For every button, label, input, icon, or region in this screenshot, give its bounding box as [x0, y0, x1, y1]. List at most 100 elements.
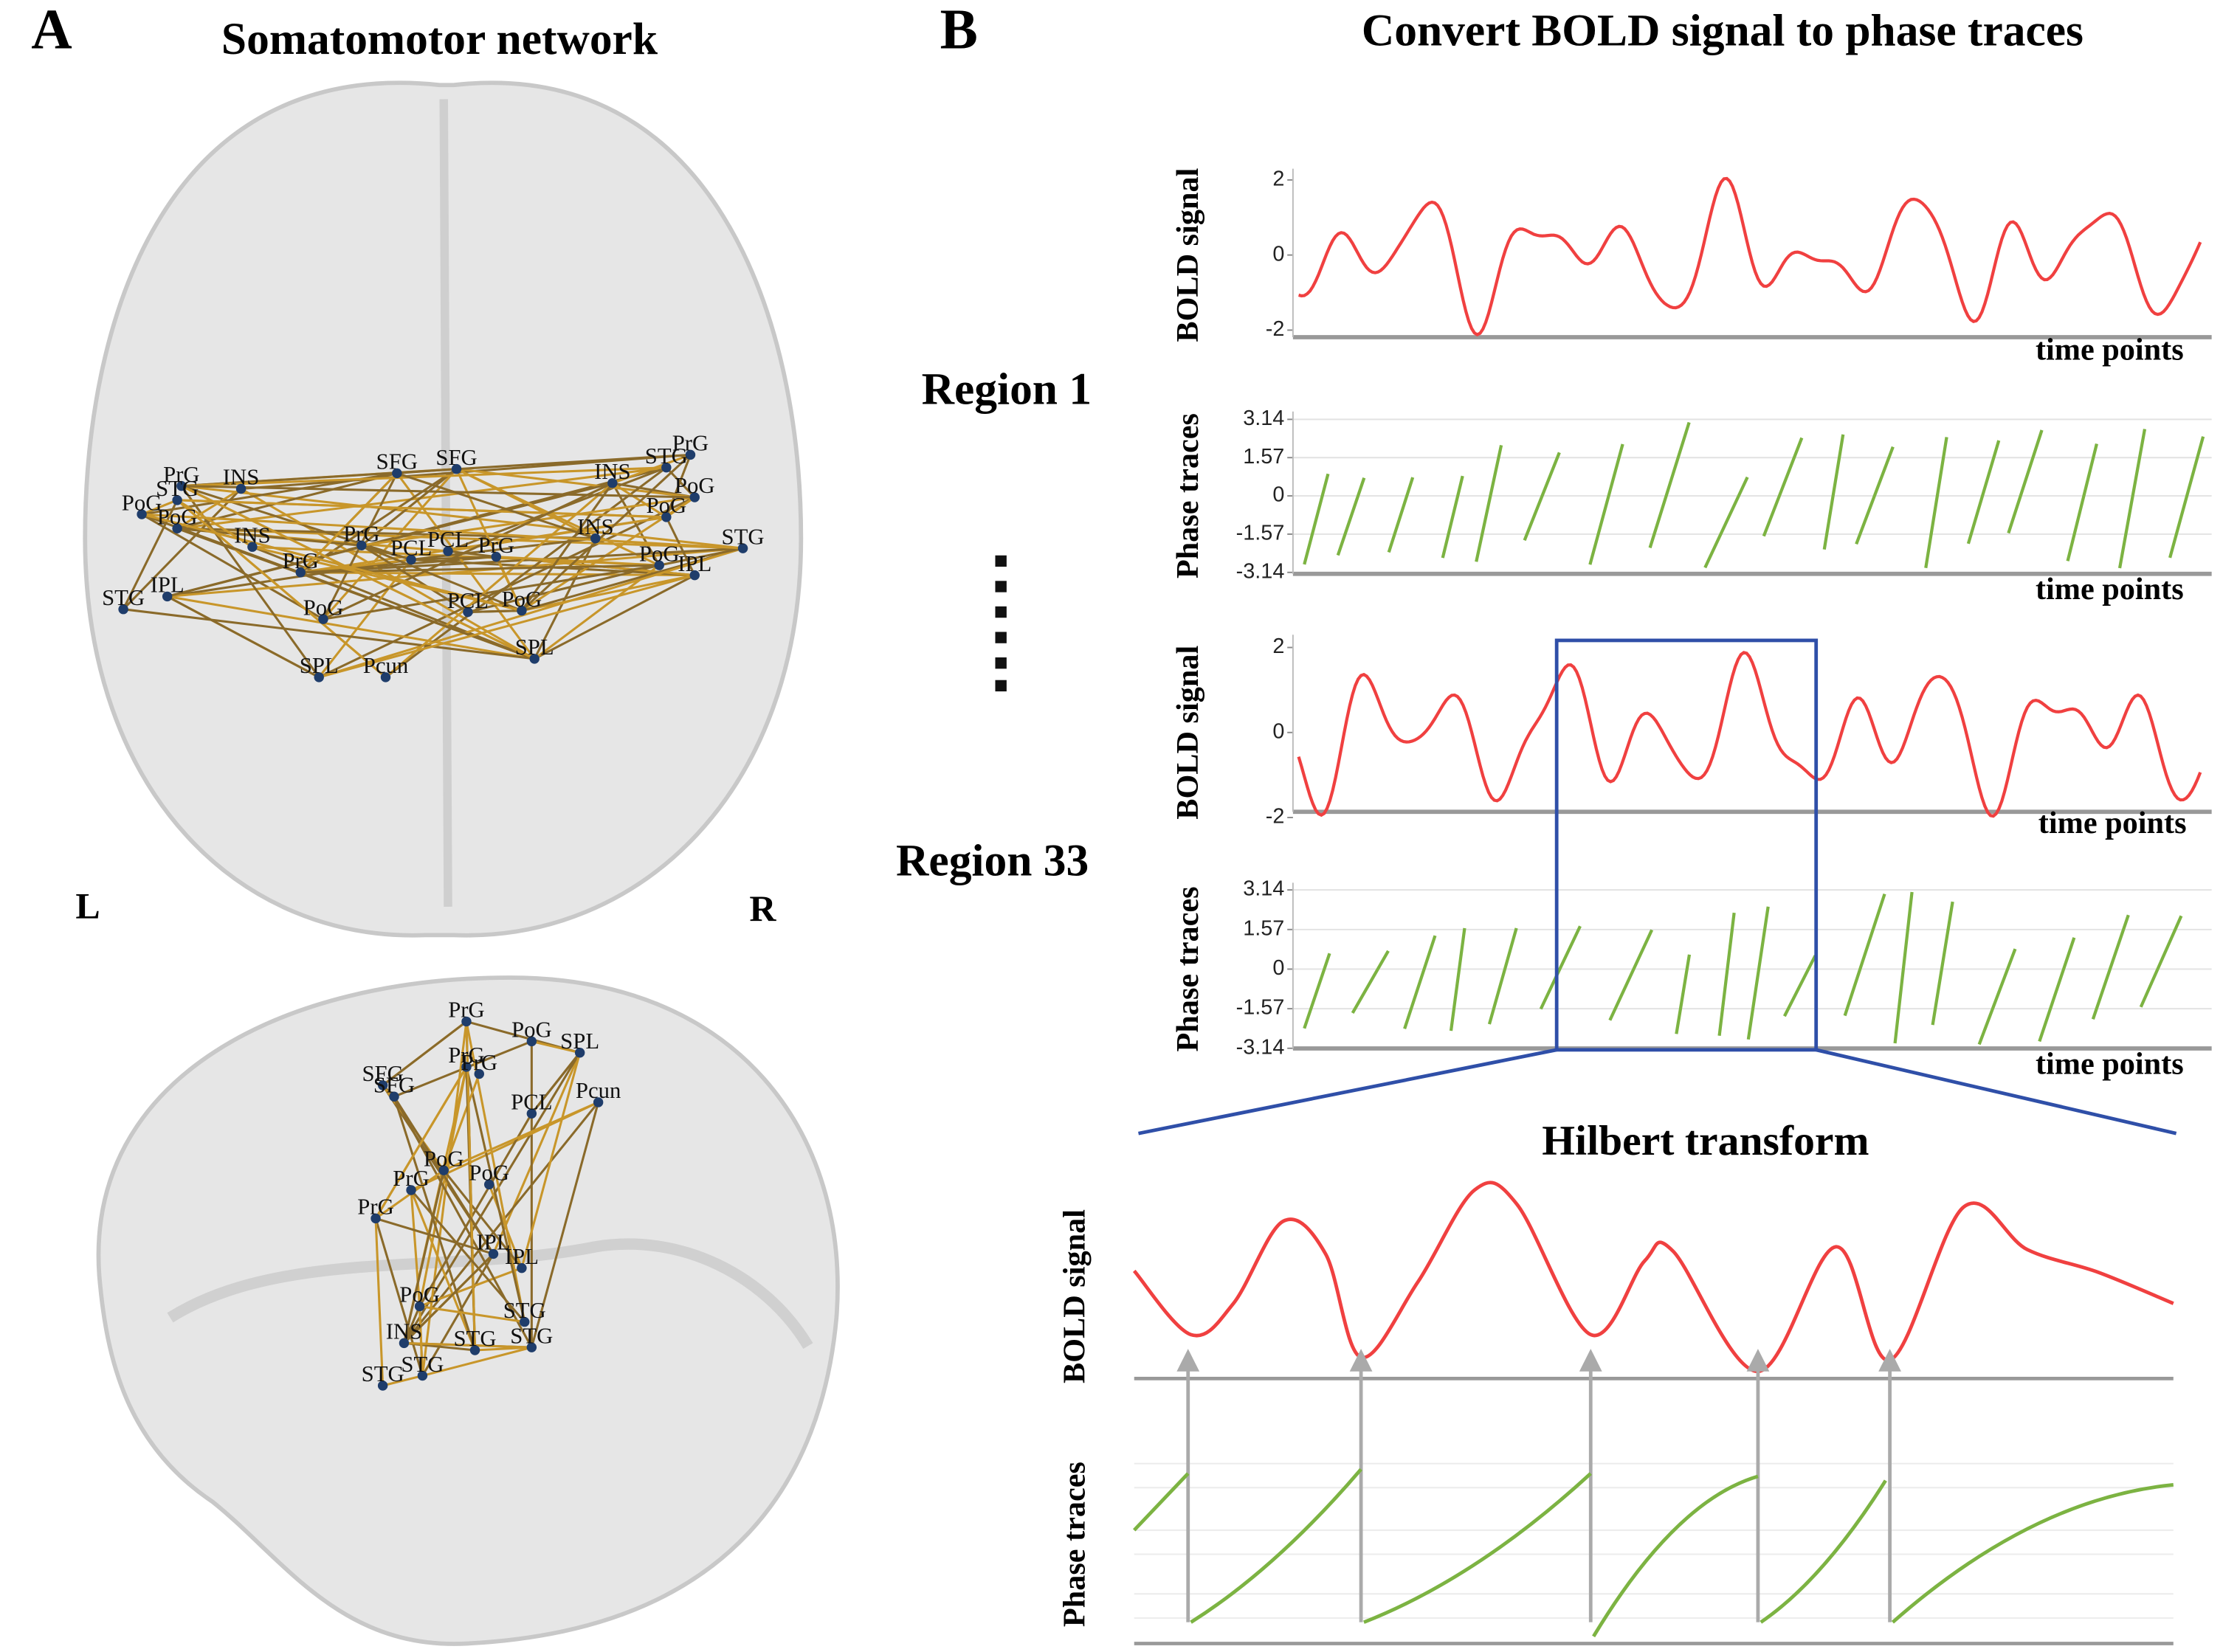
sagittal-brain [96, 975, 840, 1646]
node [529, 654, 540, 664]
node [318, 614, 328, 624]
zoom-title: Hilbert transform [1542, 1118, 1869, 1164]
node-label: INS [594, 459, 631, 484]
edge [520, 454, 692, 612]
y-axis-label: BOLD signal [1057, 1209, 1092, 1383]
phase-trace [1746, 906, 1770, 1040]
node-label: SFG [376, 449, 418, 474]
node [451, 463, 462, 474]
edge [658, 547, 743, 567]
node-label: IPL [505, 1244, 539, 1269]
edge [418, 1306, 424, 1376]
edge [240, 488, 535, 660]
y-tick-label: -1.57 [1236, 996, 1285, 1020]
edge [361, 544, 469, 613]
node-label: STG [362, 1361, 404, 1386]
node-label: PCL [390, 536, 432, 561]
node-label: PoG [647, 493, 687, 518]
edge [465, 1066, 526, 1322]
edge [393, 1096, 533, 1348]
phase-trace [1675, 954, 1692, 1034]
edge [488, 1183, 523, 1269]
y-tick-label: 2 [1272, 167, 1284, 190]
node [443, 546, 453, 556]
y-tick-label: 1.57 [1243, 445, 1284, 469]
edge [421, 1253, 494, 1377]
edge [141, 513, 324, 621]
edge [322, 468, 458, 621]
node-label: Pcun [576, 1078, 621, 1103]
edge [122, 500, 179, 610]
node-label: STG [156, 476, 199, 501]
phase-trace [1336, 477, 1366, 556]
node-label: INS [234, 522, 271, 547]
arrow-head [1349, 1349, 1373, 1372]
panel-title: Convert BOLD signal to phase traces [1362, 5, 2084, 55]
node [491, 551, 502, 562]
node-label: SPL [300, 653, 339, 678]
node-label: SFG [373, 1073, 415, 1098]
phase-trace [1363, 1472, 1592, 1624]
phase-trace [1523, 452, 1561, 542]
phase-trace [1893, 891, 1914, 1044]
phase-trace [2066, 443, 2098, 561]
edge [176, 499, 387, 679]
node [137, 509, 147, 519]
phase-trace [1843, 893, 1886, 1017]
y-tick-label: 1.57 [1243, 916, 1284, 940]
edge [467, 609, 522, 614]
edge [422, 1346, 532, 1378]
arrow-head [1176, 1349, 1200, 1372]
node [590, 533, 601, 544]
x-axis-label: time points [2036, 572, 2184, 606]
y-tick-label: 0 [1272, 483, 1284, 507]
edge [374, 1217, 424, 1376]
node-label: PrG [357, 1195, 394, 1220]
midline [439, 99, 452, 907]
phase-trace [1760, 1479, 1887, 1624]
node [377, 1080, 388, 1091]
node [356, 540, 367, 551]
node [461, 1062, 472, 1072]
node-label: PoG [502, 587, 542, 612]
node [574, 1048, 585, 1058]
node-label: IPL [476, 1230, 510, 1255]
phase-trace [2168, 436, 2205, 559]
node [593, 1097, 604, 1107]
signal-panel: 3.14 1.57 0 -1.57 -3.14 Phase traces time poin… [1171, 407, 2212, 606]
y-tick-label: 3.14 [1243, 877, 1284, 901]
edge [410, 537, 596, 561]
phase-trace [1132, 1472, 1190, 1532]
phase-trace [1782, 955, 1817, 1017]
signal-panel: 2 0 -2 BOLD signal time points [1171, 167, 2212, 367]
node [463, 606, 473, 618]
node-label: INS [577, 514, 614, 539]
phase-trace [1539, 925, 1582, 1010]
node [118, 604, 128, 615]
edge [141, 513, 535, 660]
edge [300, 564, 660, 574]
node-label: PCL [447, 588, 489, 613]
y-tick-label: -3.14 [1236, 1035, 1285, 1059]
edge [396, 472, 536, 660]
edge [410, 1189, 421, 1307]
node [685, 449, 696, 460]
node [247, 542, 258, 552]
edge [141, 499, 178, 516]
node [661, 512, 672, 522]
y-tick-label: 3.14 [1243, 407, 1284, 430]
node-label: PoG [675, 473, 715, 498]
edge [665, 516, 696, 576]
node-label: STG [102, 585, 145, 610]
node-label: STG [722, 524, 765, 549]
node [526, 1342, 537, 1352]
phase-trace [1717, 912, 1736, 1036]
y-axis-label: Phase traces [1171, 886, 1205, 1051]
phase-trace [1762, 437, 1804, 537]
edge [382, 1020, 467, 1087]
panel-letter: A [31, 0, 72, 61]
edge [443, 1101, 599, 1172]
node [406, 1185, 416, 1195]
